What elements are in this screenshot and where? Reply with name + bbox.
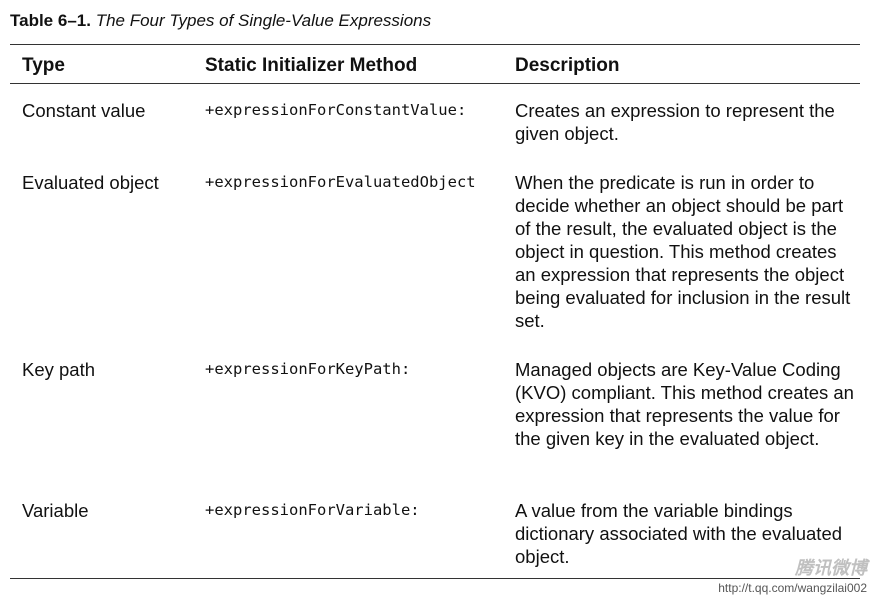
- table-bottom-rule: [10, 578, 860, 579]
- table-number: Table 6–1.: [10, 11, 91, 30]
- watermark-url: http://t.qq.com/wangzilai002: [718, 581, 867, 595]
- description-cell: A value from the variable bindings dicti…: [515, 500, 843, 567]
- table-caption: Table 6–1. The Four Types of Single-Valu…: [10, 10, 431, 32]
- description-cell: Creates an expression to represent the g…: [515, 100, 835, 144]
- header-method: Static Initializer Method: [205, 55, 418, 76]
- header-rule: [10, 83, 860, 84]
- method-cell: +expressionForConstantValue:: [205, 101, 467, 119]
- description-cell: When the predicate is run in order to de…: [515, 172, 851, 331]
- type-cell: Key path: [22, 359, 96, 380]
- method-cell: +expressionForKeyPath:: [205, 360, 411, 378]
- table-title: The Four Types of Single-Value Expressio…: [95, 11, 432, 30]
- type-cell: Variable: [22, 500, 89, 521]
- method-cell: +expressionForEvaluatedObject: [205, 173, 476, 191]
- type-cell: Evaluated object: [22, 172, 159, 193]
- header-description: Description: [515, 55, 620, 76]
- header-type: Type: [22, 55, 65, 76]
- watermark-brand: 腾讯微博: [795, 558, 867, 578]
- type-cell: Constant value: [22, 100, 146, 121]
- method-cell: +expressionForVariable:: [205, 501, 420, 519]
- description-cell: Managed objects are Key-Value Coding (KV…: [515, 359, 854, 449]
- table-top-rule: [10, 44, 860, 45]
